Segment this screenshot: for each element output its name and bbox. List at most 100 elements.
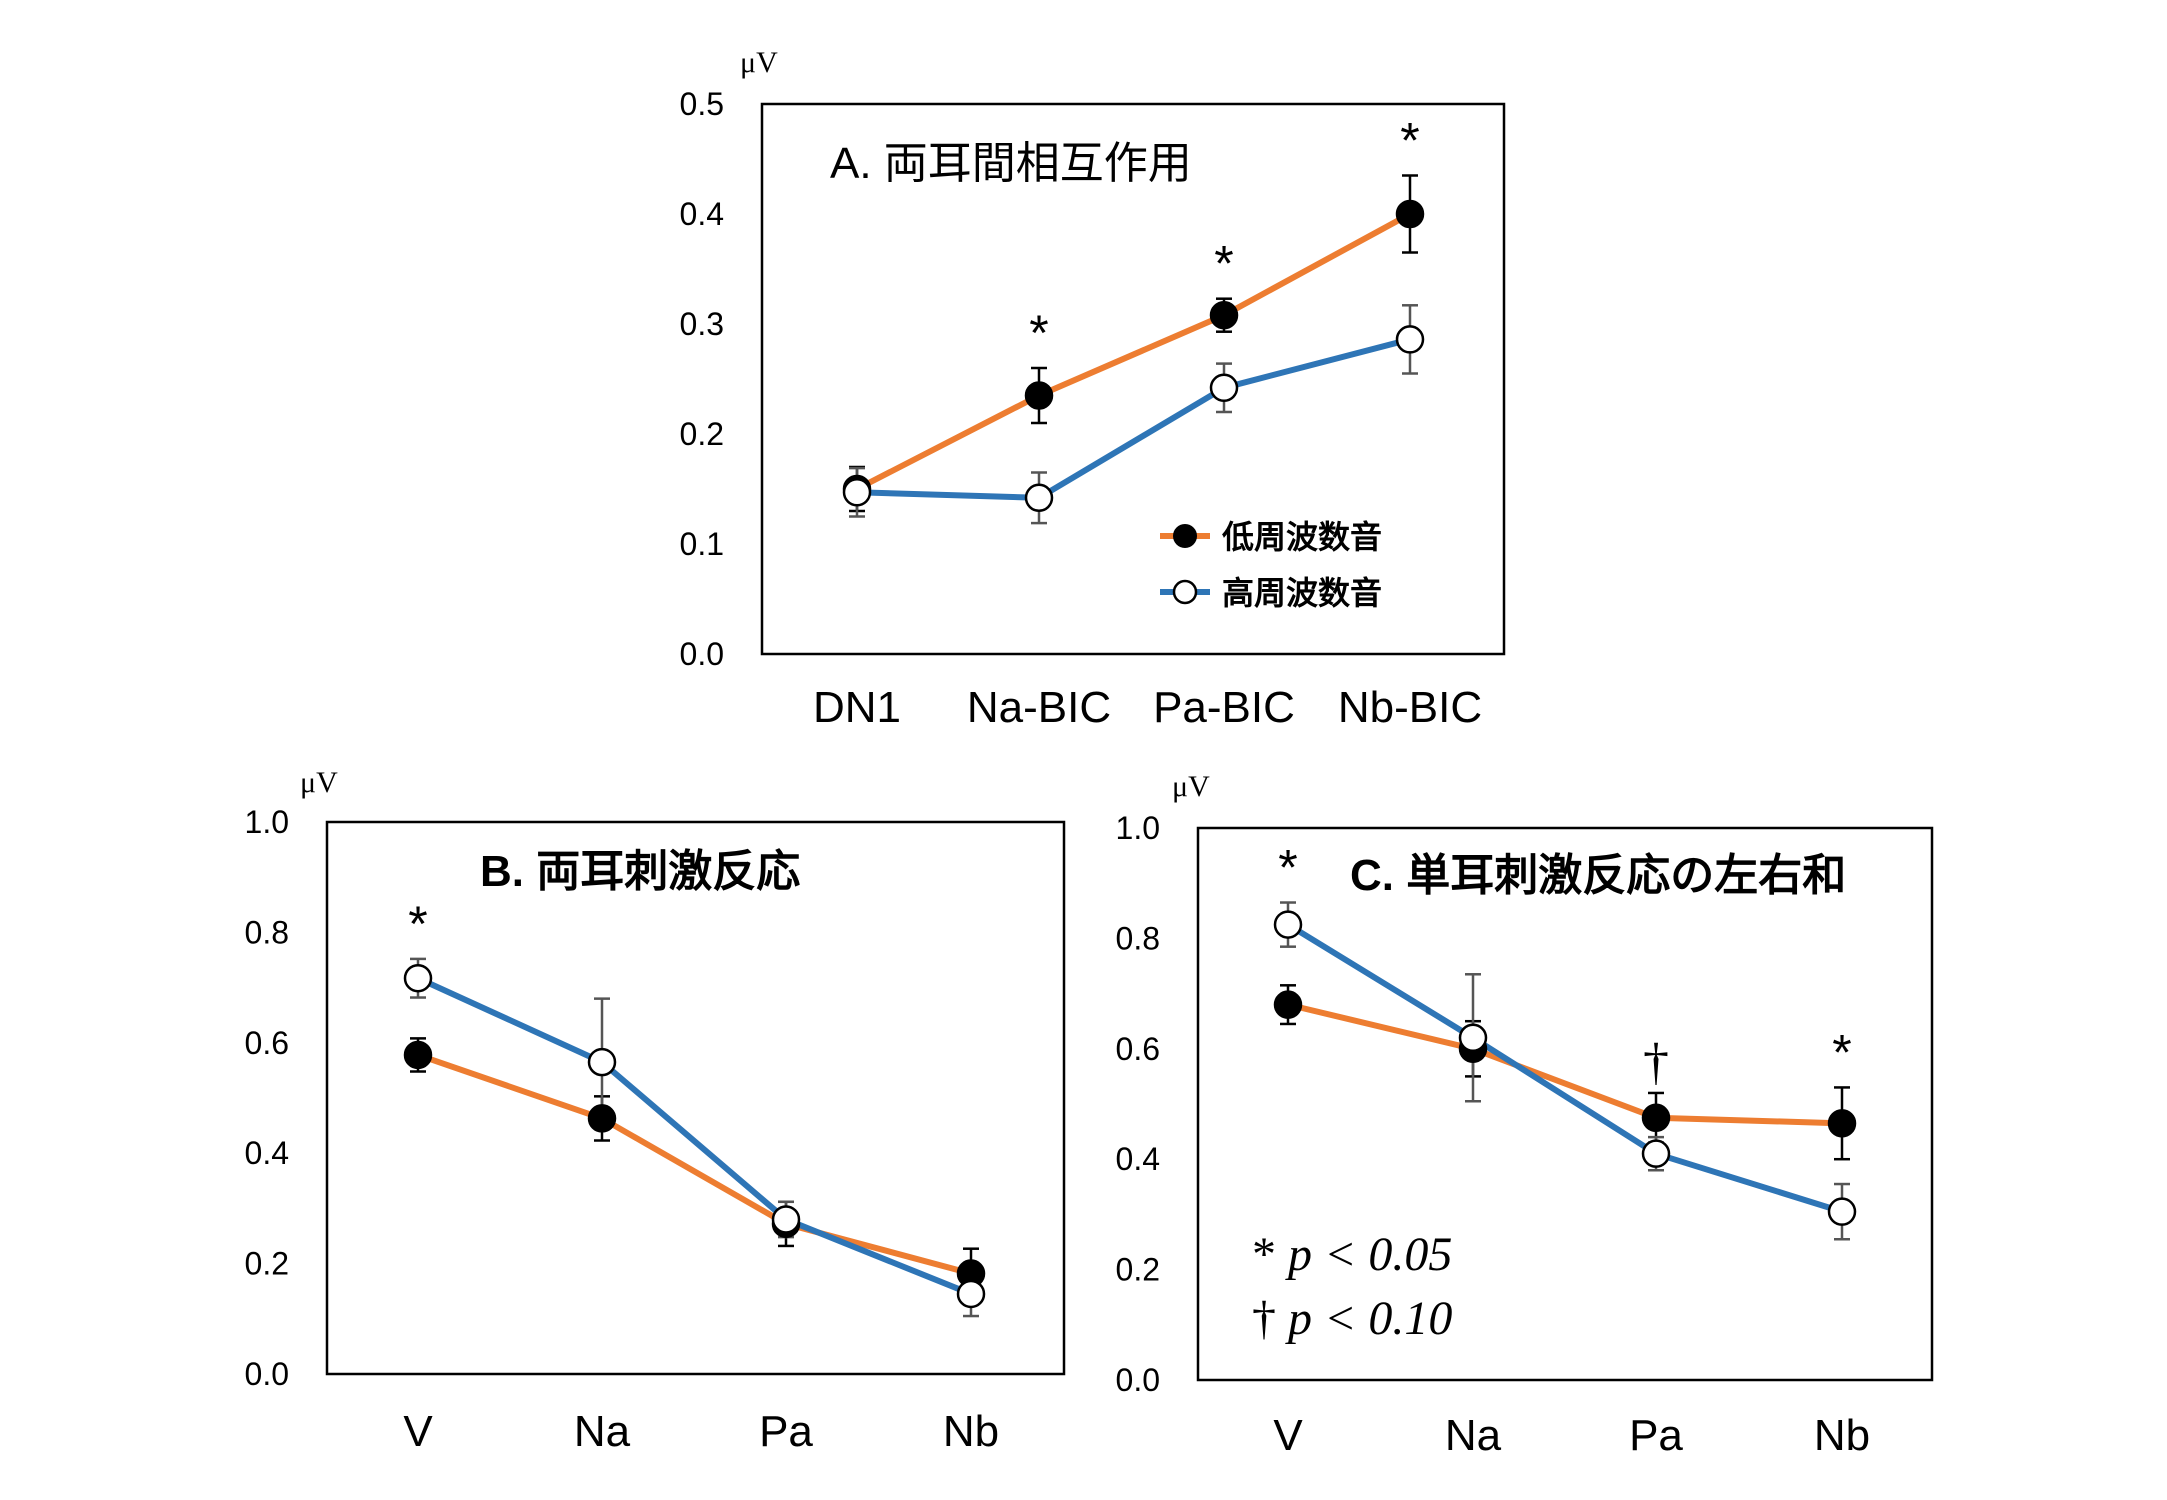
y-tick-label-a: 0.5 <box>680 86 724 122</box>
asterisk-mark-a: * <box>1214 236 1233 292</box>
x-ticks-c: V Na Pa Nb <box>1273 1411 1870 1460</box>
series-line-low-b <box>417 1052 972 1277</box>
data-point-low-a <box>1024 381 1054 410</box>
y-tick-label-c: 0.4 <box>1116 1141 1160 1177</box>
y-tick-label-a: 0.1 <box>680 526 724 562</box>
legend-label-high: 高周波数音 <box>1222 575 1382 611</box>
y-tick-label-c: 1.0 <box>1116 810 1160 846</box>
plot-frame-c <box>1196 826 1934 1382</box>
y-tick-label-a: 0.2 <box>680 416 724 452</box>
unit-label-b: μV <box>300 766 338 799</box>
chart-title-b: B. 両耳刺激反応 <box>480 847 800 896</box>
legend: 低周波数音 高周波数音 <box>1160 519 1382 611</box>
data-point-high-a <box>1209 373 1239 403</box>
note-dagger-symbol: † <box>1252 1292 1288 1345</box>
x-tick-label-b: V <box>403 1407 433 1456</box>
unit-label-a: μV <box>740 46 778 79</box>
x-tick-label-c: Pa <box>1629 1411 1683 1460</box>
note-p010: p < 0.10 <box>1285 1292 1452 1345</box>
plot-frame-a <box>760 102 1506 656</box>
y-tick-label-b: 1.0 <box>245 804 289 840</box>
legend-marker-high <box>1172 579 1198 605</box>
data-point-high-b <box>403 963 433 993</box>
asterisk-mark-c: * <box>1832 1024 1851 1080</box>
chart-title-c: C. 単耳刺激反応の左右和 <box>1350 851 1846 900</box>
series-line-low-a <box>855 211 1412 492</box>
data-point-high-b <box>956 1279 986 1309</box>
data-point-high-c <box>1641 1139 1671 1168</box>
data-point-high-a <box>1024 483 1054 513</box>
significance-marks-b: * <box>408 896 427 952</box>
series-layer-b <box>403 957 986 1318</box>
data-point-high-a <box>1395 325 1425 354</box>
chart-panel-c: μV 0.0 0.2 0.4 0.6 0.8 1.0 V Na Pa Nb C. 単耳刺激反応の… <box>1116 770 1934 1460</box>
series-layer-a <box>842 174 1425 525</box>
dagger-mark-c: † <box>1643 1034 1669 1091</box>
x-tick-label-c: Nb <box>1814 1411 1870 1460</box>
x-ticks-b: V Na Pa Nb <box>403 1407 999 1456</box>
data-point-low-b <box>587 1104 617 1133</box>
note-line-2: † p < 0.10 <box>1252 1292 1452 1345</box>
chart-panel-a: μV 0.0 0.1 0.2 0.3 0.4 0.5 DN1 Na-BIC Pa-BIC Nb-… <box>680 46 1506 732</box>
y-ticks-a: 0.0 0.1 0.2 0.3 0.4 0.5 <box>680 86 724 672</box>
series-line-high-a <box>856 336 1411 501</box>
data-point-low-a <box>1395 199 1425 229</box>
data-point-low-a <box>1209 300 1239 330</box>
asterisk-mark-a: * <box>1029 305 1048 361</box>
chart-title-a: A. 両耳間相互作用 <box>830 139 1192 188</box>
note-p005: p < 0.05 <box>1285 1228 1452 1281</box>
y-tick-label-c: 0.2 <box>1116 1252 1160 1288</box>
y-tick-label-b: 0.6 <box>245 1025 289 1061</box>
asterisk-mark-c: * <box>1278 840 1297 896</box>
y-tick-label-b: 0.0 <box>245 1356 289 1392</box>
legend-marker-low <box>1173 524 1197 548</box>
asterisk-mark-a: * <box>1400 113 1419 169</box>
chart-panel-b: μV 0.00.20.40.60.81.0 V Na Pa Nb B. 両耳刺激反応 … <box>245 766 1066 1456</box>
data-point-low-c <box>1641 1103 1671 1133</box>
y-ticks-c: 0.0 0.2 0.4 0.6 0.8 1.0 <box>1116 810 1160 1398</box>
data-point-high-a <box>842 478 872 507</box>
data-point-high-c <box>1827 1197 1857 1226</box>
plot-frame-b <box>325 820 1066 1376</box>
y-tick-label-c: 0.0 <box>1116 1362 1160 1398</box>
y-tick-label-a: 0.3 <box>680 306 724 342</box>
data-point-low-c <box>1827 1109 1857 1138</box>
series-line-low-c <box>1287 1001 1843 1127</box>
data-point-low-c <box>1273 990 1303 1019</box>
unit-label-c: μV <box>1172 770 1210 803</box>
note-line-1: * p < 0.05 <box>1252 1228 1452 1281</box>
y-tick-label-b: 0.4 <box>245 1135 289 1171</box>
series-layer-c <box>1273 901 1857 1241</box>
y-tick-label-c: 0.6 <box>1116 1031 1160 1067</box>
x-tick-label-b: Pa <box>759 1407 813 1456</box>
series-line-high-b <box>416 975 973 1297</box>
data-point-high-c <box>1273 910 1303 939</box>
asterisk-mark-b: * <box>408 896 427 952</box>
x-tick-label-a: Na-BIC <box>967 683 1111 732</box>
y-tick-label-a: 0.0 <box>680 636 724 672</box>
data-point-high-b <box>587 1047 617 1077</box>
series-line-high-c <box>1286 922 1843 1215</box>
x-tick-label-a: Nb-BIC <box>1338 683 1482 732</box>
x-tick-label-a: Pa-BIC <box>1153 683 1295 732</box>
significance-marks-a: * * * <box>1029 113 1419 362</box>
y-tick-label-b: 0.8 <box>245 914 289 950</box>
x-tick-label-c: V <box>1273 1411 1303 1460</box>
x-tick-label-b: Na <box>574 1407 631 1456</box>
legend-label-low: 低周波数音 <box>1222 519 1382 555</box>
x-tick-label-c: Na <box>1445 1411 1502 1460</box>
significance-marks-c: * † * <box>1278 840 1851 1091</box>
data-point-high-c <box>1458 1023 1488 1053</box>
x-ticks-a: DN1 Na-BIC Pa-BIC Nb-BIC <box>813 683 1482 732</box>
data-point-high-b <box>771 1205 801 1234</box>
note-star-symbol: * <box>1252 1228 1288 1281</box>
x-tick-label-b: Nb <box>943 1407 999 1456</box>
y-ticks-b: 0.0 0.2 0.4 0.6 0.8 1.0 <box>245 804 289 1392</box>
y-tick-label-a: 0.4 <box>680 196 724 232</box>
data-point-low-b <box>403 1040 433 1070</box>
x-tick-label-a: DN1 <box>813 683 901 732</box>
significance-note: * p < 0.05 † p < 0.10 <box>1252 1228 1452 1345</box>
y-tick-label-b: 0.2 <box>245 1246 289 1282</box>
y-tick-label-c: 0.8 <box>1116 920 1160 956</box>
